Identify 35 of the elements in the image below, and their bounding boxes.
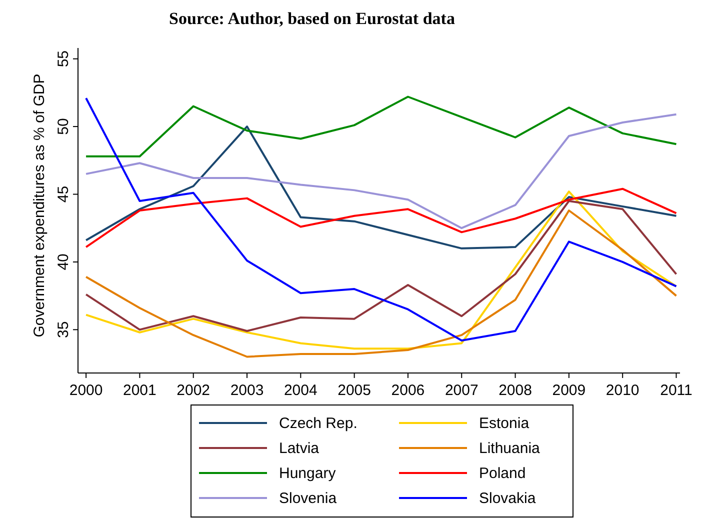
legend-label: Hungary (279, 465, 336, 482)
legend-label: Czech Rep. (279, 415, 358, 432)
line-series (85, 210, 678, 358)
source-note: Source: Author, based on Eurostat data (169, 9, 456, 28)
line-series (85, 200, 678, 332)
legend-label: Lithuania (479, 440, 541, 457)
line-series (85, 126, 678, 250)
line-series (85, 113, 678, 230)
x-tick-label: 2000 (69, 382, 103, 399)
y-tick-label: 35 (55, 321, 72, 338)
legend-label: Poland (479, 465, 526, 482)
x-tick-label: 2001 (123, 382, 156, 399)
x-tick-label: 2006 (391, 382, 425, 399)
x-tick-label: 2010 (606, 382, 640, 399)
x-tick-label: 2004 (284, 382, 318, 399)
y-tick-label: 45 (55, 186, 72, 203)
x-tick-label: 2008 (498, 382, 532, 399)
x-tick-label: 2007 (444, 382, 478, 399)
line-series (85, 188, 678, 248)
line-series (85, 96, 678, 158)
y-tick-label: 40 (55, 254, 72, 270)
legend-label: Slovakia (479, 490, 536, 507)
line-series (85, 190, 678, 350)
x-tick-label: 2003 (230, 382, 264, 399)
legend-label: Estonia (479, 415, 530, 432)
x-tick-label: 2011 (660, 382, 692, 399)
x-tick-label: 2009 (552, 382, 586, 399)
x-tick-label: 2002 (176, 382, 210, 399)
y-axis-title: Government expenditures as % of GDP (31, 74, 48, 338)
legend-label: Latvia (279, 440, 320, 457)
y-tick-label: 50 (55, 118, 72, 135)
y-tick-label: 55 (55, 50, 72, 68)
legend-label: Slovenia (279, 490, 338, 507)
x-tick-label: 2005 (338, 382, 372, 399)
line-series (85, 97, 678, 342)
